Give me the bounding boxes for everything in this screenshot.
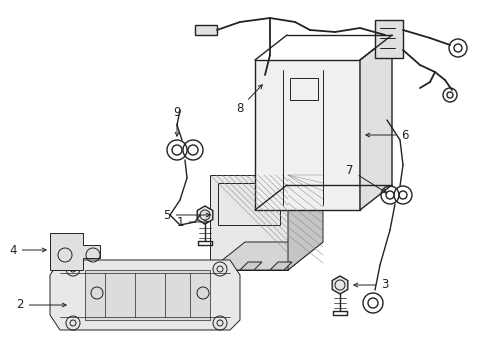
Polygon shape [331,276,347,294]
Polygon shape [359,35,391,210]
Text: 5: 5 [163,208,210,221]
Text: 8: 8 [236,85,262,114]
Polygon shape [209,242,323,270]
Polygon shape [287,147,323,270]
Polygon shape [197,206,212,224]
Text: 9: 9 [173,105,181,136]
Polygon shape [240,262,262,270]
Polygon shape [209,175,287,270]
Bar [289,78,317,100]
Text: 3: 3 [353,279,388,292]
Bar [374,20,402,58]
Bar [195,25,217,35]
Polygon shape [50,260,240,330]
Polygon shape [50,233,100,270]
Text: 4: 4 [9,243,46,256]
Text: 1: 1 [176,216,208,229]
Text: 2: 2 [16,298,66,311]
Polygon shape [269,262,291,270]
Bar [218,183,280,225]
Polygon shape [254,60,359,210]
Text: 7: 7 [346,163,386,193]
Polygon shape [85,270,209,320]
Text: 6: 6 [365,129,408,141]
